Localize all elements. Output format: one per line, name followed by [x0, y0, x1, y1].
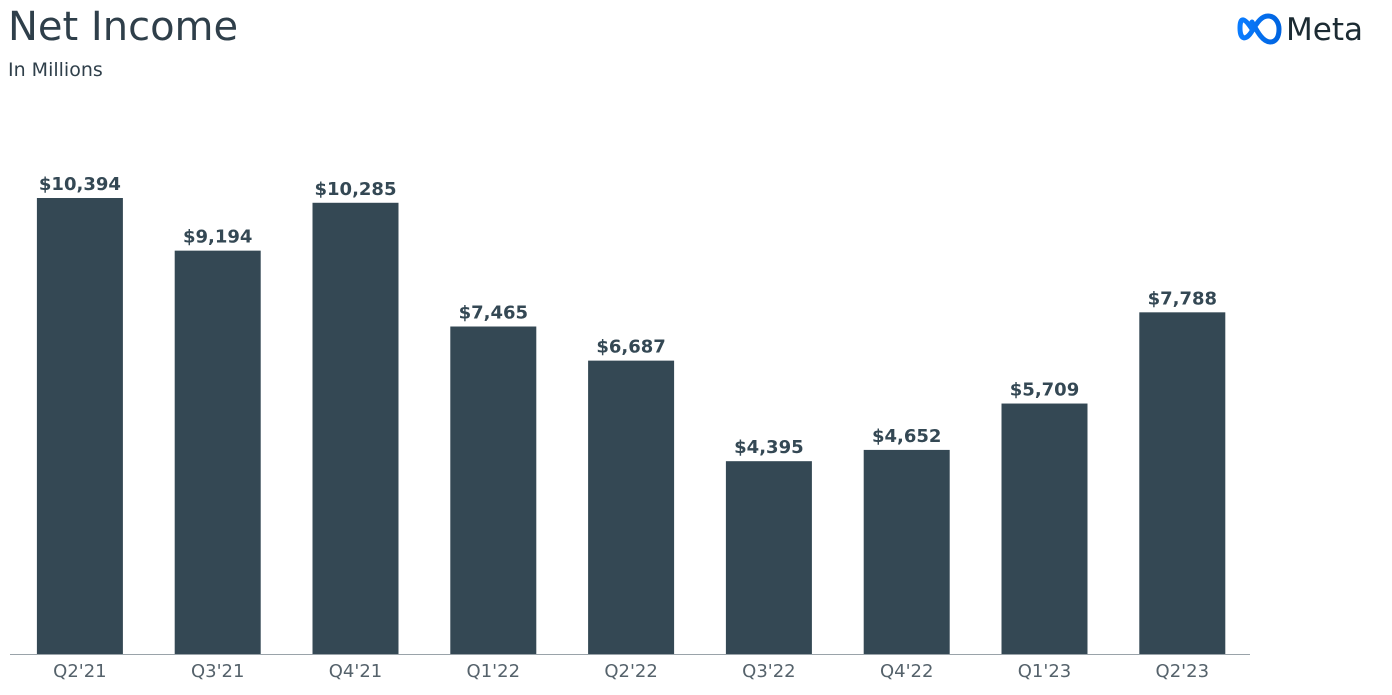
value-label: $7,465	[459, 302, 528, 323]
bar	[725, 461, 812, 654]
x-tick-label: Q1'22	[467, 661, 520, 682]
value-label: $10,285	[315, 179, 397, 200]
logo-text: Meta	[1286, 12, 1363, 48]
bar	[588, 360, 675, 654]
chart-title: Net Income	[8, 4, 238, 50]
bar	[174, 250, 261, 654]
x-tick-label: Q2'22	[604, 661, 657, 682]
value-label: $9,194	[183, 227, 252, 248]
bar	[450, 326, 537, 654]
x-tick-label: Q3'21	[191, 661, 244, 682]
x-tick-label: Q3'22	[742, 661, 795, 682]
x-tick-label: Q2'21	[53, 661, 106, 682]
x-tick-label: Q1'23	[1018, 661, 1071, 682]
bar	[863, 449, 950, 654]
bar	[36, 198, 123, 654]
bar	[1001, 403, 1088, 654]
x-tick-label: Q2'23	[1156, 661, 1209, 682]
x-tick-label: Q4'21	[329, 661, 382, 682]
bar	[1139, 312, 1226, 654]
value-label: $4,395	[734, 437, 803, 458]
value-label: $7,788	[1148, 288, 1217, 309]
logo: Meta	[1237, 12, 1363, 48]
value-label: $5,709	[1010, 380, 1079, 401]
x-tick-label: Q4'22	[880, 661, 933, 682]
value-label: $4,652	[872, 426, 941, 447]
bar	[312, 202, 399, 654]
value-label: $10,394	[39, 174, 121, 195]
value-label: $6,687	[596, 337, 665, 358]
chart-subtitle: In Millions	[8, 59, 103, 81]
logo-mark	[1237, 13, 1282, 45]
